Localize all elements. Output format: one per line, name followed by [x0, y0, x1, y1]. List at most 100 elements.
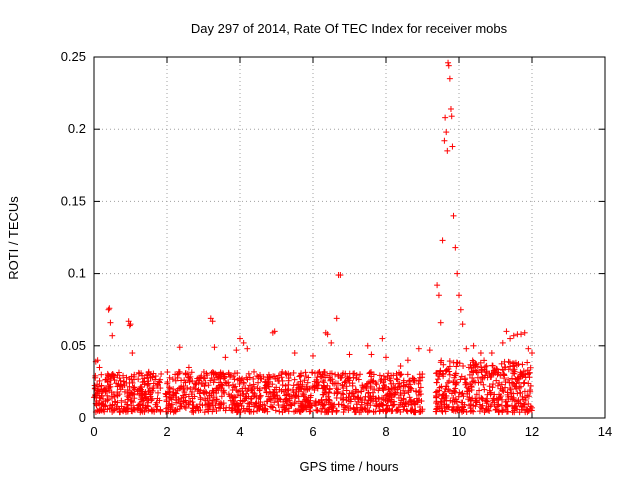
- data-point: [290, 369, 297, 376]
- data-point: [446, 358, 453, 365]
- data-point: [291, 392, 298, 399]
- data-point: [227, 373, 234, 380]
- data-point: [180, 383, 187, 390]
- data-point: [346, 351, 353, 358]
- data-point: [92, 374, 99, 381]
- data-point: [524, 392, 531, 399]
- data-point: [279, 369, 286, 376]
- data-point: [170, 409, 177, 416]
- data-point: [186, 377, 193, 384]
- data-point: [482, 397, 489, 404]
- data-point: [172, 371, 179, 378]
- data-point: [99, 401, 106, 408]
- data-point: [194, 405, 201, 412]
- data-point: [245, 370, 252, 377]
- data-point: [254, 373, 261, 380]
- data-point: [213, 374, 220, 381]
- data-point: [393, 375, 400, 382]
- data-point: [218, 393, 225, 400]
- data-point: [395, 380, 402, 387]
- data-point: [250, 375, 257, 382]
- data-point: [390, 401, 397, 408]
- data-point: [320, 382, 327, 389]
- data-point: [417, 384, 424, 391]
- data-point: [307, 402, 314, 409]
- data-point: [309, 369, 316, 376]
- data-point: [457, 306, 464, 313]
- data-point: [383, 408, 390, 415]
- data-point: [521, 388, 528, 395]
- data-point: [298, 383, 305, 390]
- data-point: [437, 359, 444, 366]
- data-point: [419, 371, 426, 378]
- data-point: [469, 378, 476, 385]
- data-point: [499, 339, 506, 346]
- data-point: [524, 359, 531, 366]
- data-point: [319, 401, 326, 408]
- data-point: [154, 403, 161, 410]
- data-point: [463, 408, 470, 415]
- data-point: [426, 347, 433, 354]
- data-point: [459, 390, 466, 397]
- data-point: [315, 382, 322, 389]
- data-point: [106, 305, 113, 312]
- data-point: [493, 406, 500, 413]
- data-point: [288, 401, 295, 408]
- data-point: [98, 371, 105, 378]
- data-point: [416, 396, 423, 403]
- data-point: [283, 371, 290, 378]
- data-point: [333, 407, 340, 414]
- data-point: [107, 319, 114, 326]
- data-point: [100, 395, 107, 402]
- data-point: [526, 374, 533, 381]
- data-point: [257, 392, 264, 399]
- data-point: [483, 362, 490, 369]
- data-point: [111, 393, 118, 400]
- data-point: [304, 386, 311, 393]
- data-point: [446, 363, 453, 370]
- data-point: [181, 377, 188, 384]
- data-point: [373, 381, 380, 388]
- data-point: [137, 390, 144, 397]
- data-point: [197, 374, 204, 381]
- data-point: [125, 405, 132, 412]
- data-point: [291, 350, 298, 357]
- data-point: [165, 384, 172, 391]
- data-point: [452, 396, 459, 403]
- data-point: [107, 377, 114, 384]
- data-point: [217, 381, 224, 388]
- data-point: [476, 401, 483, 408]
- y-tick-label: 0.25: [61, 49, 86, 64]
- data-point: [518, 406, 525, 413]
- data-point: [380, 387, 387, 394]
- data-point: [100, 401, 107, 408]
- data-point: [486, 383, 493, 390]
- data-point: [147, 393, 154, 400]
- data-point: [470, 408, 477, 415]
- data-point: [181, 403, 188, 410]
- data-point: [187, 398, 194, 405]
- data-point: [375, 387, 382, 394]
- data-point: [203, 389, 210, 396]
- data-point: [397, 401, 404, 408]
- data-point: [512, 376, 519, 383]
- data-point: [97, 395, 104, 402]
- data-point: [287, 371, 294, 378]
- data-point: [510, 370, 517, 377]
- data-point: [441, 388, 448, 395]
- data-point: [331, 390, 338, 397]
- data-point: [220, 388, 227, 395]
- data-point: [299, 390, 306, 397]
- data-point: [148, 397, 155, 404]
- data-point: [305, 374, 312, 381]
- data-point: [335, 373, 342, 380]
- y-tick-label: 0.15: [61, 193, 86, 208]
- x-tick-label: 8: [382, 424, 389, 439]
- data-point: [240, 391, 247, 398]
- data-point: [193, 380, 200, 387]
- data-point: [145, 399, 152, 406]
- data-point: [294, 381, 301, 388]
- data-point: [477, 359, 484, 366]
- data-point: [111, 406, 118, 413]
- data-point: [452, 385, 459, 392]
